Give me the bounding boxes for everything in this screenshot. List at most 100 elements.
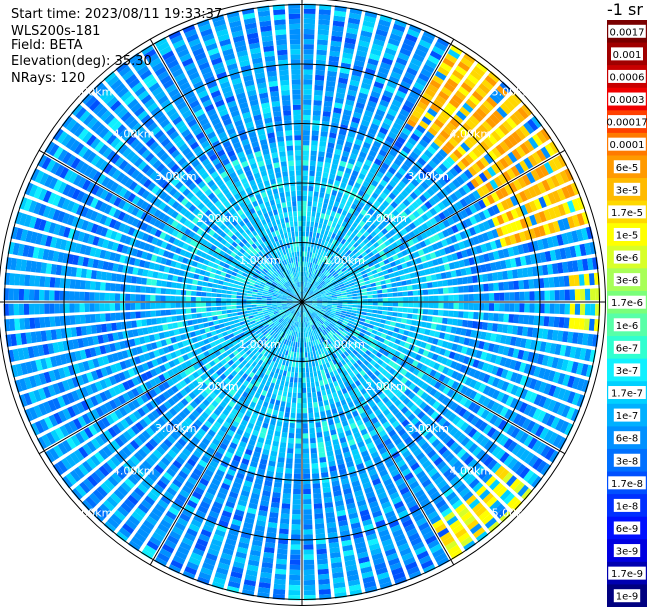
ray-gate [453,294,459,302]
ray-gate [316,166,323,172]
ray-gate [390,71,402,80]
ray-gate [296,413,302,419]
ray-gate [488,71,501,83]
ray-gate [557,203,566,216]
ray-gate [359,318,366,322]
ray-gate [310,145,318,151]
ray-gate [478,293,485,301]
ray-gate [518,362,527,373]
ray-gate [311,387,316,393]
ray-gate [304,256,307,262]
ray-gate [538,196,547,209]
ray-gate [316,212,321,218]
ray-gate [529,254,537,265]
ray-gate [327,377,333,384]
ray-gate [539,341,547,352]
ray-gate [543,223,551,236]
ray-gate [433,118,445,129]
ray-gate [292,397,297,403]
ray-gate [307,402,313,408]
ray-gate [543,209,552,221]
ray-gate [319,457,327,463]
ray-gate [428,302,434,309]
ray-gate [319,289,325,293]
ray-gate [446,122,457,132]
ray-gate [307,302,312,304]
ray-gate [353,257,359,263]
ray-gate [566,184,576,197]
ray-gate [441,145,452,155]
ray-gate [321,296,327,299]
ray-gate [447,216,455,226]
ray-gate [379,192,388,200]
ray-gate [441,174,451,184]
ray-gate [463,294,469,301]
ray-gate [536,149,547,162]
ray-gate [456,175,465,186]
ray-gate [321,472,329,478]
ray-gate [280,364,285,371]
ray-gate [409,191,418,200]
ray-gate [379,179,388,187]
ray-gate [326,295,332,298]
ray-gate [373,325,379,331]
ray-gate [485,332,492,341]
ray-gate [419,96,431,107]
ray-gate [277,374,282,380]
ray-gate [481,79,494,91]
ray-gate [315,270,320,276]
ray-gate [350,312,357,317]
ray-gate [302,236,305,242]
ray-gate [332,271,338,277]
ray-gate [302,300,307,302]
ray-gate [385,113,395,122]
ray-gate [326,307,332,310]
ray-gate [549,290,555,301]
ray-gate [527,118,539,132]
ray-gate [228,320,235,325]
ray-gate [367,302,373,306]
ray-gate [338,203,345,210]
ray-gate [302,200,307,206]
ray-gate [363,277,370,282]
ray-gate [331,189,338,196]
ray-gate [313,498,322,504]
ray-gate [361,288,367,293]
ray-gate [321,307,327,310]
ray-gate [357,254,364,260]
ray-gate [478,124,489,136]
ray-gate [449,167,459,177]
ray-gate [533,226,541,238]
ray-gate [360,329,367,334]
ray-gate [318,238,322,245]
ray-gate [582,333,589,346]
ray-gate [439,248,446,256]
ray-gate [407,137,417,146]
ray-gate [408,62,420,72]
ray-gate [546,177,556,190]
ray-gate [311,304,317,306]
ray-gate [569,303,576,315]
ray-gate [307,277,310,283]
ray-gate [303,104,312,110]
ray-gate [417,225,425,233]
ray-gate [399,47,412,57]
ray-gate [304,287,307,293]
ray-gate [346,291,352,295]
ray-gate [584,288,591,301]
ray-gate [425,229,433,237]
ray-gate [310,257,314,263]
ray-gate [501,212,510,223]
ray-gate [290,351,294,357]
ray-gate [307,289,311,294]
ray-gate [518,314,525,324]
ray-gate [567,260,574,273]
ray-gate [369,245,376,251]
ray-gate [290,372,295,378]
ray-gate [334,275,340,280]
ray-gate [436,114,448,125]
ray-gate [576,229,584,242]
ray-gate [477,274,483,283]
ray-gate [332,239,337,245]
ray-gate [393,271,400,277]
